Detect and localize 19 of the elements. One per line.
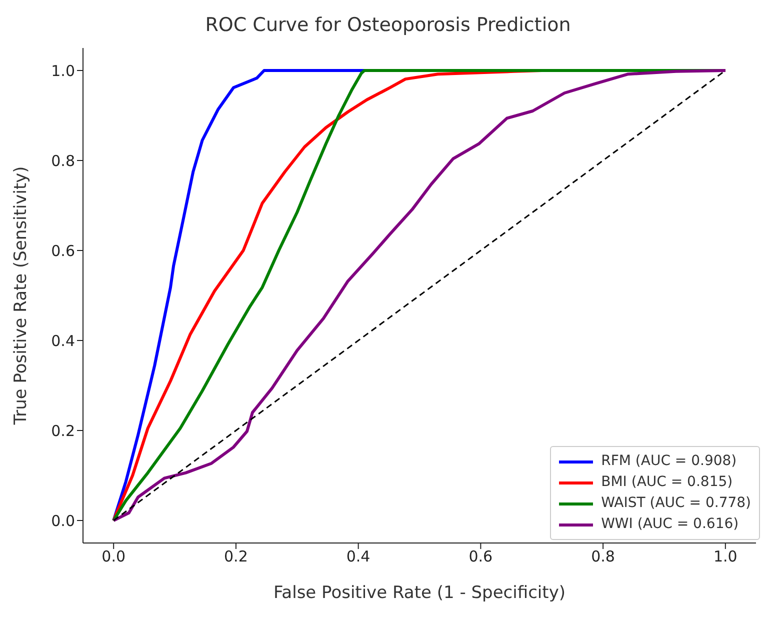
y-tick-label: 0.2 xyxy=(51,422,75,440)
x-tick-label: 1.0 xyxy=(713,548,738,566)
legend-label: WWI (AUC = 0.616) xyxy=(601,515,739,534)
y-tick-label: 0.0 xyxy=(51,512,75,530)
y-axis-title: True Positive Rate (Sensitivity) xyxy=(11,166,32,426)
y-tick-label: 0.6 xyxy=(51,242,75,260)
x-tick-label: 0.6 xyxy=(468,548,493,566)
y-tick-label: 0.4 xyxy=(51,332,75,350)
legend-label: RFM (AUC = 0.908) xyxy=(601,452,737,471)
legend-label: WAIST (AUC = 0.778) xyxy=(601,494,751,513)
chart-title: ROC Curve for Osteoporosis Prediction xyxy=(204,14,572,36)
x-tick-label: 0.0 xyxy=(102,548,126,566)
y-tick-label: 1.0 xyxy=(51,62,75,80)
y-tick-label: 0.8 xyxy=(51,152,75,170)
x-tick-label: 0.8 xyxy=(591,548,615,566)
legend-label: BMI (AUC = 0.815) xyxy=(601,473,733,492)
x-axis-title: False Positive Rate (1 - Specificity) xyxy=(273,583,566,603)
x-tick-label: 0.2 xyxy=(224,548,248,566)
x-tick-label: 0.4 xyxy=(346,548,370,566)
